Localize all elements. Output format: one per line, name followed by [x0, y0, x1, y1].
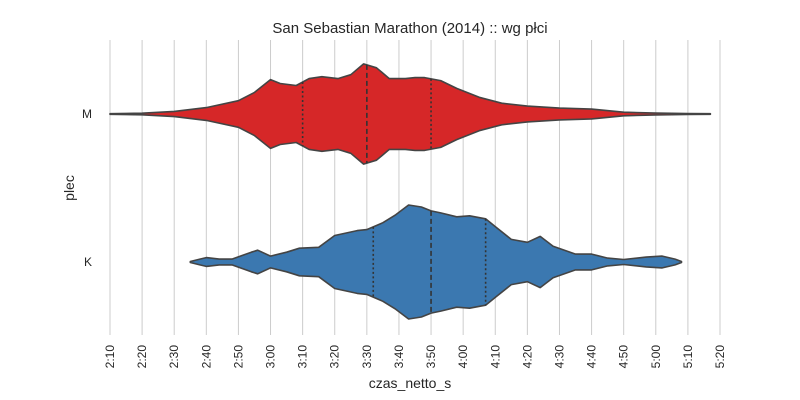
y-tick-label: M [82, 107, 92, 121]
x-tick-label: 3:30 [360, 345, 374, 369]
x-tick-label: 2:40 [199, 345, 213, 369]
x-tick-label: 4:40 [585, 345, 599, 369]
x-tick-label: 4:20 [520, 345, 534, 369]
violin-M [109, 63, 712, 165]
y-tick-label: K [84, 255, 92, 269]
x-tick-label: 2:30 [167, 345, 181, 369]
x-tick-label: 4:10 [488, 345, 502, 369]
x-tick-label: 4:00 [456, 345, 470, 369]
violins [109, 63, 712, 320]
x-tick-label: 3:50 [424, 345, 438, 369]
x-tick-label: 3:10 [296, 345, 310, 369]
y-axis-label: plec [61, 175, 77, 201]
x-tick-label: 2:10 [103, 345, 117, 369]
x-tick-label: 5:20 [713, 345, 727, 369]
x-tick-label: 2:50 [231, 345, 245, 369]
x-axis-label: czas_netto_s [369, 375, 452, 391]
x-tick-label: 4:50 [617, 345, 631, 369]
x-tick-label: 5:10 [681, 345, 695, 369]
x-tick-label: 4:30 [552, 345, 566, 369]
chart-title: San Sebastian Marathon (2014) :: wg płci [272, 20, 547, 37]
x-tick-label: 5:00 [649, 345, 663, 369]
x-tick-label: 3:20 [328, 345, 342, 369]
y-tick-labels: MK [82, 107, 92, 269]
x-tick-label: 3:00 [264, 345, 278, 369]
x-tick-label: 3:40 [392, 345, 406, 369]
x-tick-label: 2:20 [135, 345, 149, 369]
violin-K [189, 204, 683, 320]
x-tick-labels: 2:10 2:20 2:30 2:40 2:50 3:00 3:10 3:20 3:30 3:40… [103, 345, 727, 369]
